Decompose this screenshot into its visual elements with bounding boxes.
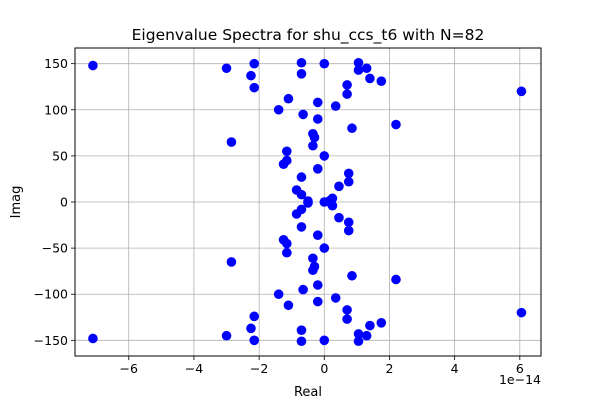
x-tick-label: −4 (185, 361, 203, 376)
x-tick-label: −6 (120, 361, 138, 376)
eigenvalue-point (278, 159, 289, 169)
eigenvalue-point (312, 97, 323, 108)
eigenvalue-point (249, 311, 260, 322)
eigenvalue-point (334, 181, 344, 192)
eigenvalue-point (343, 168, 354, 179)
eigenvalue-point (365, 73, 375, 84)
y-tick-label: 0 (60, 195, 68, 210)
y-axis-label: Imag (9, 186, 24, 219)
eigenvalue-point (246, 323, 256, 334)
x-axis-label: Real (294, 385, 322, 400)
eigenvalue-point (342, 80, 352, 90)
eigenvalue-point (319, 335, 330, 346)
x-axis-offset-label: 1e−14 (499, 372, 541, 387)
eigenvalue-point (334, 212, 344, 223)
eigenvalue-point (361, 63, 372, 74)
y-tick-label: 100 (44, 102, 68, 117)
y-tick-label: −150 (34, 333, 68, 348)
eigenvalue-point (376, 318, 387, 328)
data-points (88, 57, 527, 347)
eigenvalue-point (312, 296, 323, 307)
eigenvalue-point (342, 314, 352, 324)
eigenvalue-point (249, 335, 260, 346)
eigenvalue-point (88, 60, 98, 71)
eigenvalue-point (296, 222, 307, 232)
eigenvalue-point (296, 69, 307, 79)
eigenvalue-point (343, 225, 354, 236)
eigenvalue-point (296, 336, 307, 347)
eigenvalue-point (283, 93, 294, 104)
eigenvalue-point (296, 189, 307, 200)
eigenvalue-point (365, 320, 375, 331)
eigenvalue-point (319, 58, 330, 69)
eigenvalue-point (516, 86, 527, 97)
y-gridlines (75, 63, 541, 341)
y-tick-label: 150 (44, 56, 68, 71)
eigenvalue-point (330, 101, 341, 111)
eigenvalue-point (353, 65, 364, 75)
eigenvalue-point (312, 114, 323, 124)
y-tick-label: −50 (42, 241, 68, 256)
eigenvalue-point (221, 330, 232, 341)
eigenvalue-point (296, 204, 307, 215)
eigenvalue-point (353, 57, 364, 68)
eigenvalue-point (309, 261, 320, 272)
eigenvalue-point (282, 247, 292, 258)
eigenvalue-point (343, 176, 354, 187)
eigenvalue-point (353, 336, 364, 347)
eigenvalue-point (312, 164, 323, 174)
eigenvalue-point (376, 76, 387, 86)
eigenvalue-point (278, 235, 289, 245)
eigenvalue-point (296, 325, 307, 335)
eigenvalue-point (309, 132, 320, 143)
eigenvalue-point (391, 274, 401, 285)
eigenvalue-point (308, 140, 318, 151)
chart-title: Eigenvalue Spectra for shu_ccs_t6 with N… (132, 26, 485, 45)
eigenvalue-point (298, 109, 308, 120)
eigenvalue-point (226, 137, 237, 147)
eigenvalue-point (282, 146, 292, 157)
eigenvalue-point (319, 243, 330, 253)
eigenvalue-point (226, 257, 237, 267)
x-tick-label: 6 (516, 361, 524, 376)
eigenvalue-point (353, 329, 364, 339)
eigenvalue-point (273, 289, 284, 300)
eigenvalue-point (296, 172, 307, 182)
eigenvalue-point (298, 284, 308, 295)
x-tick-label: −2 (250, 361, 268, 376)
x-tick-label: 0 (320, 361, 328, 376)
eigenvalue-point (296, 57, 307, 68)
eigenvalue-point (308, 253, 318, 264)
eigenvalue-point (342, 89, 352, 99)
eigenvalue-point (249, 82, 260, 93)
eigenvalue-point (283, 300, 294, 311)
x-axis-ticks: −6 −4 −2 0 2 4 6 (120, 356, 524, 376)
eigenvalue-point (343, 217, 354, 228)
eigenvalue-point (516, 307, 527, 318)
eigenvalue-point (347, 123, 357, 134)
eigenvalue-point (342, 305, 352, 315)
eigenvalue-point (327, 200, 338, 211)
eigenvalue-point (312, 280, 323, 290)
eigenvalue-point (327, 193, 338, 204)
eigenvalue-point (347, 270, 357, 281)
y-tick-label: 50 (52, 148, 68, 163)
x-tick-label: 4 (451, 361, 459, 376)
eigenvalue-point (303, 198, 313, 208)
eigenvalue-point (249, 58, 260, 69)
y-axis-ticks: −150 −100 −50 0 50 100 150 (34, 56, 75, 348)
eigenvalue-point (319, 151, 330, 161)
eigenvalue-point (88, 333, 98, 344)
y-tick-label: −100 (34, 287, 68, 302)
eigenvalue-point (330, 293, 341, 303)
eigenvalue-point (246, 70, 256, 81)
eigenvalue-point (312, 230, 323, 240)
eigenvalue-point (221, 63, 232, 74)
eigenvalue-point (391, 119, 401, 130)
eigenvalue-point (361, 330, 372, 341)
x-tick-label: 2 (385, 361, 393, 376)
eigenvalue-point (273, 104, 284, 115)
